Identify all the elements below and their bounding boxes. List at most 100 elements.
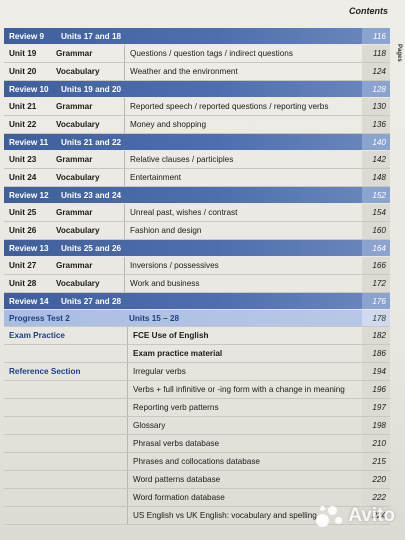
section-topic: Word patterns database <box>127 471 362 488</box>
unit-row: Unit 19 Grammar Questions / question tags … <box>4 45 390 63</box>
page-number: 194 <box>362 363 390 380</box>
unit-number: Unit 19 <box>9 49 37 58</box>
page-number: 116 <box>362 28 390 44</box>
progress-test-row: Progress Test 2 Units 15 – 28 178 <box>4 310 390 327</box>
unit-number: Unit 23 <box>9 155 37 164</box>
unit-type: Vocabulary <box>56 173 100 182</box>
unit-topic: Money and shopping <box>124 116 362 133</box>
review-row: Review 10 Units 19 and 20 128 <box>4 81 390 98</box>
unit-type: Grammar <box>56 155 93 164</box>
page-number: 130 <box>362 98 390 115</box>
review-units: Units 21 and 22 <box>61 137 122 147</box>
unit-topic: Entertainment <box>124 169 362 186</box>
section-row: Word formation database 222 <box>4 489 390 507</box>
unit-topic: Fashion and design <box>124 222 362 239</box>
review-row: Review 11 Units 21 and 22 140 <box>4 134 390 151</box>
unit-number: Unit 27 <box>9 261 37 270</box>
page-number: 140 <box>362 134 390 150</box>
unit-type: Grammar <box>56 102 93 111</box>
unit-topic: Weather and the environment <box>124 63 362 80</box>
table-of-contents: Review 9 Units 17 and 18 116 Unit 19 Grammar… <box>4 28 390 525</box>
review-units: Units 17 and 18 <box>61 31 122 41</box>
page-number: 154 <box>362 204 390 221</box>
section-topic: Glossary <box>127 417 362 434</box>
section-row: Verbs + full infinitive or -ing form wit… <box>4 381 390 399</box>
section-label: Exam Practice <box>9 331 65 340</box>
page-number: 152 <box>362 187 390 203</box>
section-topic: Irregular verbs <box>127 363 362 380</box>
review-label: Review 11 <box>9 137 49 147</box>
page-number: 148 <box>362 169 390 186</box>
review-label: Review 12 <box>9 190 49 200</box>
unit-topic: Reported speech / reported questions / r… <box>124 98 362 115</box>
unit-row: Unit 27 Grammar Inversions / possessives 16… <box>4 257 390 275</box>
unit-type: Vocabulary <box>56 120 100 129</box>
unit-row: Unit 23 Grammar Relative clauses / partici… <box>4 151 390 169</box>
section-topic: Phrases and collocations database <box>127 453 362 470</box>
page-number: 198 <box>362 417 390 434</box>
review-label: Review 14 <box>9 296 49 306</box>
section-row: US English vs UK English: vocabulary and… <box>4 507 390 525</box>
unit-type: Vocabulary <box>56 226 100 235</box>
section-label: Reference Section <box>9 367 81 376</box>
section-row: Phrasal verbs database 210 <box>4 435 390 453</box>
progress-test-units: Units 15 – 28 <box>129 313 180 323</box>
section-row: Exam practice material 186 <box>4 345 390 363</box>
unit-row: Unit 21 Grammar Reported speech / reported… <box>4 98 390 116</box>
avito-logo-icon <box>316 504 344 528</box>
page-number: 176 <box>362 293 390 309</box>
unit-type: Grammar <box>56 49 93 58</box>
review-row: Review 12 Units 23 and 24 152 <box>4 187 390 204</box>
unit-number: Unit 22 <box>9 120 37 129</box>
page-number: 220 <box>362 471 390 488</box>
unit-type: Grammar <box>56 208 93 217</box>
unit-row: Unit 28 Vocabulary Work and business 172 <box>4 275 390 293</box>
review-units: Units 23 and 24 <box>61 190 122 200</box>
review-units: Units 19 and 20 <box>61 84 122 94</box>
section-row: Glossary 198 <box>4 417 390 435</box>
page-number: 160 <box>362 222 390 239</box>
page-number: 182 <box>362 327 390 344</box>
page-number: 222 <box>362 489 390 506</box>
section-topic: Word formation database <box>127 489 362 506</box>
page-number: 196 <box>362 381 390 398</box>
unit-type: Vocabulary <box>56 67 100 76</box>
watermark-text: Avito <box>348 505 395 526</box>
page-number: 166 <box>362 257 390 274</box>
page-number: 215 <box>362 453 390 470</box>
unit-type: Grammar <box>56 261 93 270</box>
unit-topic: Unreal past, wishes / contrast <box>124 204 362 221</box>
page-number: 210 <box>362 435 390 452</box>
section-topic: Exam practice material <box>127 345 362 362</box>
unit-number: Unit 26 <box>9 226 37 235</box>
watermark: Avito <box>316 504 395 528</box>
unit-row: Unit 20 Vocabulary Weather and the environ… <box>4 63 390 81</box>
review-label: Review 13 <box>9 243 49 253</box>
review-row: Review 14 Units 27 and 28 176 <box>4 293 390 310</box>
page-number: 124 <box>362 63 390 80</box>
review-label: Review 10 <box>9 84 49 94</box>
unit-number: Unit 20 <box>9 67 37 76</box>
page-number: 118 <box>362 45 390 62</box>
page-number: 172 <box>362 275 390 292</box>
unit-row: Unit 22 Vocabulary Money and shopping 136 <box>4 116 390 134</box>
page-number: 197 <box>362 399 390 416</box>
section-row: Phrases and collocations database 215 <box>4 453 390 471</box>
unit-row: Unit 25 Grammar Unreal past, wishes / cont… <box>4 204 390 222</box>
review-units: Units 25 and 26 <box>61 243 122 253</box>
section-topic: Reporting verb patterns <box>127 399 362 416</box>
review-row: Review 13 Units 25 and 26 164 <box>4 240 390 257</box>
unit-row: Unit 26 Vocabulary Fashion and design 160 <box>4 222 390 240</box>
unit-number: Unit 24 <box>9 173 37 182</box>
section-row: Word patterns database 220 <box>4 471 390 489</box>
page-number: 186 <box>362 345 390 362</box>
section-topic: Phrasal verbs database <box>127 435 362 452</box>
page-number: 164 <box>362 240 390 256</box>
unit-topic: Relative clauses / participles <box>124 151 362 168</box>
section-row: Reference Section Irregular verbs 194 <box>4 363 390 381</box>
section-topic: US English vs UK English: vocabulary and… <box>127 507 362 524</box>
review-label: Review 9 <box>9 31 45 41</box>
progress-test-label: Progress Test 2 <box>9 313 70 323</box>
unit-type: Vocabulary <box>56 279 100 288</box>
